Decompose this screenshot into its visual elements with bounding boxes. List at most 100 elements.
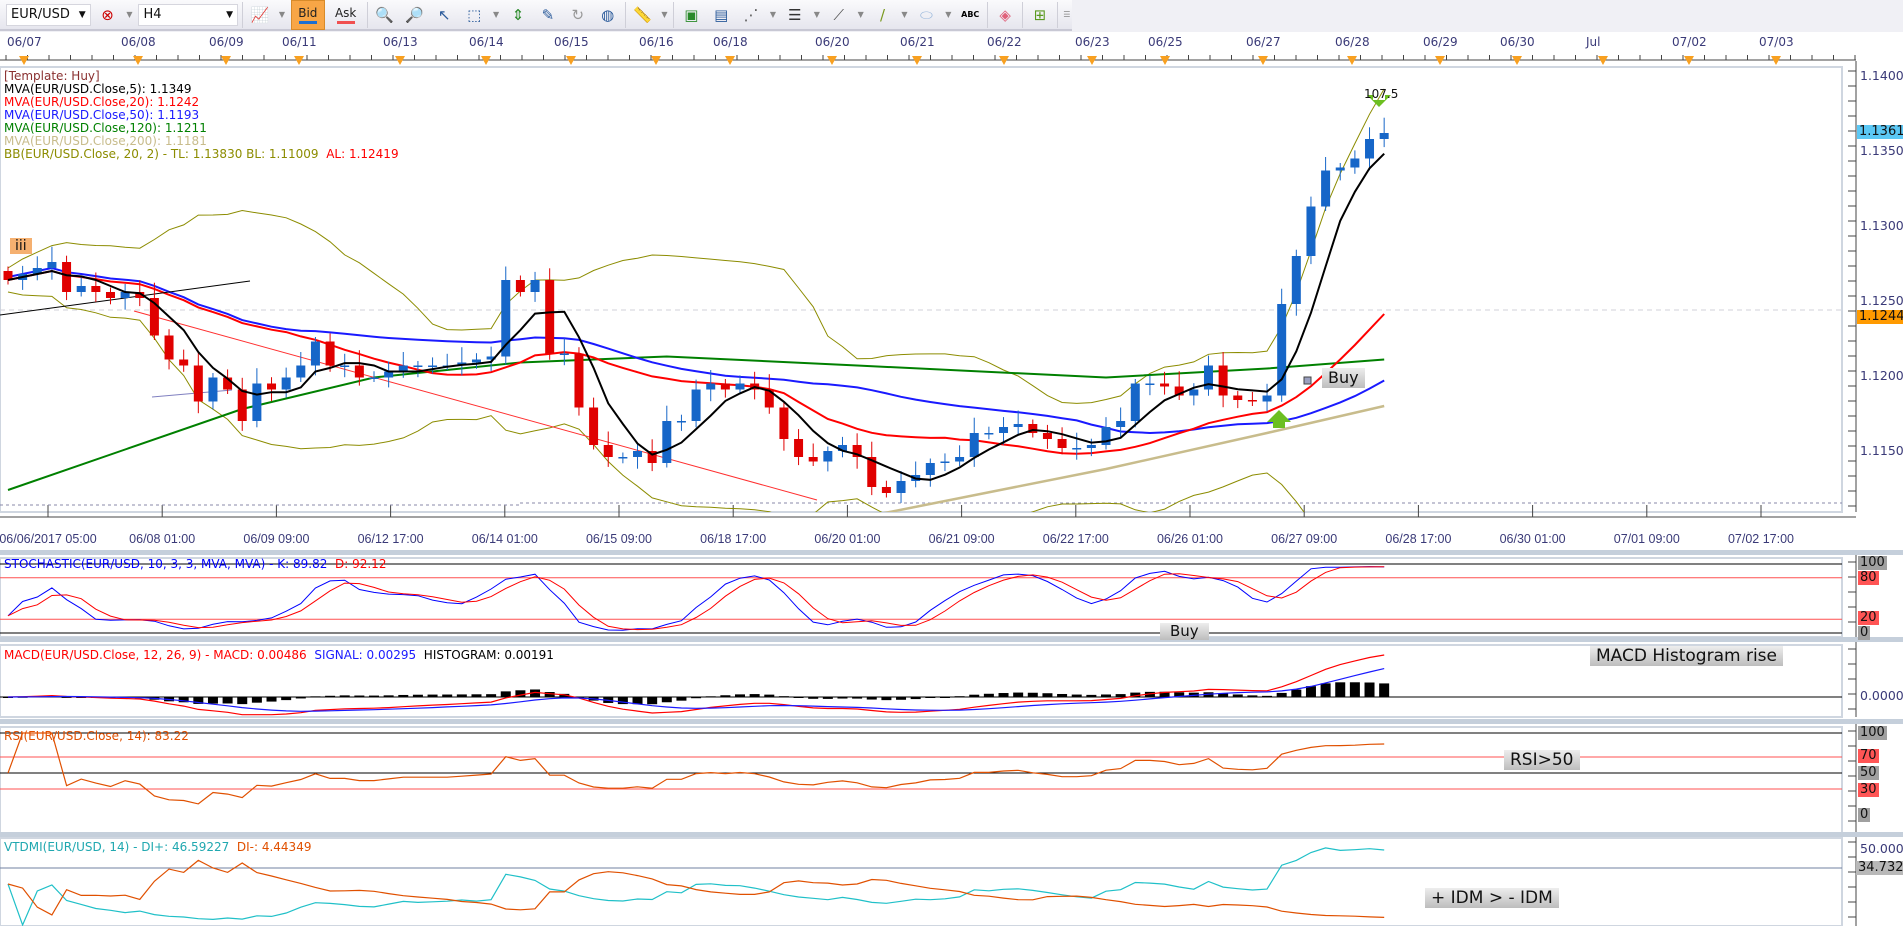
dmi-legend[interactable]: VTDMI(EUR/USD, 14) - DI+: 46.59227 DI-: …	[4, 841, 311, 854]
chevron-down-icon[interactable]: ▼	[493, 10, 500, 19]
bullish-candle	[413, 365, 423, 367]
bearish-candle	[603, 445, 613, 457]
bid-button[interactable]: Bid	[290, 0, 325, 30]
bullish-candle	[633, 451, 643, 457]
globe-icon[interactable]: ◍	[601, 5, 615, 24]
di-plus-value: VTDMI(EUR/USD, 14) - DI+: 46.59227	[4, 840, 230, 854]
stoch-buy-label[interactable]: Buy	[1160, 623, 1209, 640]
overflow-icon[interactable]: ☰	[1063, 10, 1071, 19]
panel-separator	[0, 832, 1903, 837]
horizontal-line-price-tag: 1.12440	[1857, 310, 1903, 324]
legend-mva5[interactable]: MVA(EUR/USD.Close,5): 1.1349	[4, 82, 192, 96]
bearish-candle	[574, 353, 584, 408]
date-marker-icon	[395, 56, 405, 65]
zoom-cursor-icon[interactable]: ↖	[438, 5, 451, 24]
zoom-out-icon[interactable]: 🔎	[405, 5, 424, 24]
pen-icon[interactable]: /	[880, 5, 886, 24]
rotate-icon[interactable]: ↻	[571, 5, 585, 24]
pips-label[interactable]: 107.5	[1364, 87, 1399, 101]
macd-histogram-bar	[705, 696, 716, 698]
macd-histogram-bar	[1057, 693, 1068, 697]
top-date-label: 07/03	[1759, 35, 1794, 49]
bullish-candle	[47, 262, 57, 268]
bullish-candle	[1116, 421, 1126, 427]
buy-signal-label[interactable]: Buy	[1322, 368, 1365, 388]
fibonacci-icon[interactable]: ⋰	[743, 5, 759, 24]
template-icon[interactable]: ▤	[714, 5, 729, 24]
bullish-candle	[559, 353, 569, 355]
bullish-candle	[384, 371, 394, 378]
bullish-candle	[1203, 365, 1213, 390]
macd-histogram-bar	[1349, 682, 1360, 697]
bullish-candle	[1101, 427, 1111, 445]
macd-legend[interactable]: MACD(EUR/USD.Close, 12, 26, 9) - MACD: 0…	[4, 649, 554, 662]
fit-height-icon[interactable]: ⇕	[511, 5, 525, 24]
chevron-down-icon[interactable]: ▼	[661, 10, 668, 19]
bullish-candle	[76, 286, 86, 292]
compare-icon[interactable]: ⊗	[101, 5, 114, 24]
lines-icon[interactable]: ☰	[788, 5, 802, 24]
top-date-label: 07/02	[1672, 35, 1707, 49]
bearish-candle	[237, 389, 247, 421]
divider	[673, 1, 675, 28]
ellipse-icon[interactable]: ⬭	[919, 5, 933, 24]
chevron-down-icon[interactable]: ▼	[769, 10, 777, 19]
last-price-tag: 1.13613	[1857, 125, 1903, 139]
date-marker-icon	[1087, 56, 1097, 65]
dmi-note[interactable]: + IDM > - IDM	[1425, 888, 1559, 908]
price-label: 1.1350	[1860, 143, 1903, 158]
zoom-in-icon[interactable]: 🔍	[375, 5, 394, 24]
symbol-select[interactable]: EUR/USD ▼	[6, 3, 91, 26]
image-icon[interactable]: ▣	[684, 5, 699, 24]
wave-label[interactable]: iii	[10, 238, 32, 254]
top-date-label: 06/09	[209, 35, 244, 49]
bullish-candle	[1321, 170, 1331, 207]
panel-frame	[0, 837, 1843, 926]
hierarchy-icon[interactable]: ⊞	[1033, 5, 1047, 24]
chevron-down-icon[interactable]: ▼	[857, 10, 864, 19]
bullish-candle	[823, 451, 833, 462]
macd-histogram-bar	[1013, 692, 1024, 697]
bullish-candle	[691, 389, 701, 421]
rsi-legend[interactable]: RSI(EUR/USD.Close, 14): 83.22	[4, 729, 189, 743]
timeframe-select[interactable]: H4 ▼	[138, 3, 239, 26]
chevron-down-icon[interactable]: ▼	[945, 10, 952, 19]
line-chart-type-icon[interactable]: 📈	[250, 5, 270, 24]
top-date-label: 06/18	[713, 35, 748, 49]
macd-note[interactable]: MACD Histogram rise	[1590, 646, 1783, 666]
time-label: 06/08 01:00	[129, 532, 196, 546]
stoch-legend[interactable]: STOCHASTIC(EUR/USD, 10, 3, 3, MVA, MVA) …	[4, 558, 386, 571]
bearish-candle	[545, 280, 555, 354]
macd-histogram-bar	[442, 694, 453, 697]
ask-button[interactable]: Ask	[329, 0, 363, 30]
legend-mva50[interactable]: MVA(EUR/USD.Close,50): 1.1193	[4, 108, 200, 122]
chevron-down-icon[interactable]: ▼	[126, 10, 133, 19]
legend-mva200[interactable]: MVA(EUR/USD.Close,200): 1.1181	[4, 134, 207, 148]
ruler-icon[interactable]: 📏	[633, 5, 652, 24]
macd-histogram-bar	[471, 694, 482, 697]
legend-bb[interactable]: BB(EUR/USD.Close, 20, 2) - TL: 1.13830 B…	[4, 148, 399, 161]
legend-mva120[interactable]: MVA(EUR/USD.Close,120): 1.1211	[4, 121, 207, 135]
chevron-down-icon[interactable]: ▼	[813, 10, 820, 19]
trend-tool-icon[interactable]: ⟋	[833, 5, 844, 24]
rsi-note[interactable]: RSI>50	[1504, 750, 1580, 770]
text-icon[interactable]: ABC	[961, 10, 980, 19]
legend-mva20[interactable]: MVA(EUR/USD.Close,20): 1.1242	[4, 95, 200, 109]
zoom-box-icon[interactable]: ⬚	[467, 5, 482, 24]
bullish-candle	[1379, 133, 1389, 139]
bid-color-swatch	[298, 20, 317, 24]
macd-axis-zero: 0.00000	[1860, 688, 1903, 703]
chevron-down-icon[interactable]: ▼	[901, 10, 908, 19]
date-marker-icon	[725, 56, 735, 65]
edit-object-icon[interactable]: ✎	[541, 5, 555, 24]
macd-histogram-bar	[456, 694, 467, 697]
macd-histogram-bar	[193, 697, 204, 704]
bearish-candle	[1057, 439, 1067, 448]
macd-histogram-bar	[515, 690, 526, 697]
date-marker-icon	[827, 56, 837, 65]
eraser-icon[interactable]: ◈	[999, 5, 1011, 24]
chevron-down-icon[interactable]: ▼	[278, 10, 285, 19]
bearish-candle	[164, 335, 174, 360]
date-marker-icon	[294, 56, 304, 65]
